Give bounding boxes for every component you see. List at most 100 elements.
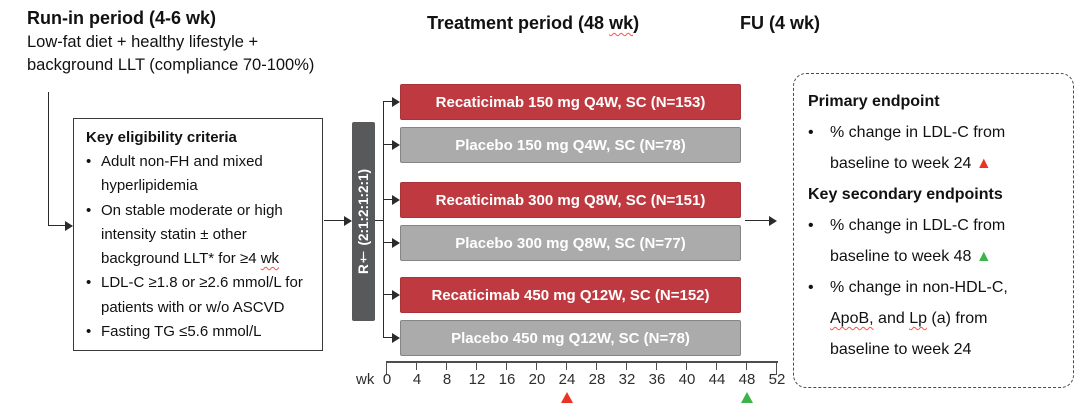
arm-placebo-300mg-q8w: Placebo 300 mg Q8W, SC (N=77) bbox=[400, 225, 741, 261]
axis-tick bbox=[416, 361, 418, 370]
endpoint-item: • % change in LDL-C from baseline to wee… bbox=[808, 117, 1063, 179]
timeline-axis-line bbox=[387, 361, 778, 363]
bullet-icon: • bbox=[808, 279, 814, 296]
endpoint-line: ApoB, and Lp (a) from bbox=[830, 303, 1063, 334]
bullet-icon: • bbox=[808, 217, 814, 234]
randomization-to-spine-line bbox=[375, 220, 384, 221]
axis-tick bbox=[686, 361, 688, 370]
axis-tick-label: 48 bbox=[738, 371, 756, 388]
branch-arrowhead-icon bbox=[392, 140, 400, 150]
text-segment: baseline to week 48 bbox=[830, 248, 976, 265]
triangle-marker-icon: ▲ bbox=[975, 155, 992, 172]
primary-endpoint-heading: Primary endpoint bbox=[808, 93, 940, 110]
axis-tick-label: 24 bbox=[558, 371, 576, 388]
axis-tick-label: 32 bbox=[618, 371, 636, 388]
text-segment: baseline to week 24 bbox=[830, 341, 972, 358]
bullet-icon: • bbox=[86, 323, 92, 341]
axis-tick bbox=[506, 361, 508, 370]
endpoint-line: baseline to week 48 ▲ bbox=[830, 241, 1063, 272]
arm-label: Recaticimab 150 mg Q4W, SC (N=153) bbox=[435, 93, 706, 111]
text-segment: ApoB, bbox=[830, 310, 874, 327]
bullet-icon: • bbox=[86, 274, 92, 292]
eligibility-bullet-item: • LDL-C ≥1.8 or ≥2.6 mmol/L for patients… bbox=[86, 271, 316, 320]
secondary-endpoints-heading: Key secondary endpoints bbox=[808, 186, 1003, 203]
arm-placebo-450mg-q12w: Placebo 450 mg Q12W, SC (N=78) bbox=[400, 320, 741, 356]
treatment-period-title: Treatment period (48 wk) bbox=[427, 13, 639, 34]
axis-tick bbox=[446, 361, 448, 370]
text-segment: ) bbox=[633, 13, 640, 33]
axis-tick bbox=[716, 361, 718, 370]
text-segment: wk bbox=[609, 13, 634, 33]
arm-label: Placebo 450 mg Q12W, SC (N=78) bbox=[451, 329, 690, 347]
runin-arrowhead-icon bbox=[65, 221, 73, 231]
randomization-ratio-label: R† (2:1:2:1:2:1) bbox=[356, 168, 371, 275]
timeline-unit-label: wk bbox=[356, 371, 375, 388]
runin-subtitle-line1: Low-fat diet + healthy lifestyle + bbox=[27, 33, 259, 51]
endpoints-box: Primary endpoint • % change in LDL-C fro… bbox=[793, 73, 1074, 388]
axis-tick-label: 28 bbox=[588, 371, 606, 388]
bullet-icon: • bbox=[808, 124, 814, 141]
branch-arrowhead-icon bbox=[392, 238, 400, 248]
endpoint-line: baseline to week 24 bbox=[830, 334, 1063, 365]
branch-arrowhead-icon bbox=[392, 97, 400, 107]
eligibility-bullet-item: • Fasting TG ≤5.6 mmol/L bbox=[86, 320, 316, 344]
arm-label: Recaticimab 450 mg Q12W, SC (N=152) bbox=[431, 286, 710, 304]
text-segment: % change in LDL-C from bbox=[830, 217, 1006, 234]
branch-line bbox=[383, 294, 393, 296]
branch-line bbox=[383, 101, 393, 103]
bullet-icon: • bbox=[86, 201, 92, 219]
axis-marker-week-48-icon bbox=[740, 392, 753, 403]
eligibility-bullet-item: • Adult non-FH and mixed hyperlipidemia bbox=[86, 150, 316, 199]
eligibility-title: Key eligibility criteria bbox=[86, 129, 237, 146]
text-segment: % change in LDL-C from bbox=[830, 124, 1006, 141]
endpoint-line: % change in LDL-C from bbox=[830, 117, 1063, 148]
eligibility-bullet-text: On stable moderate or high intensity sta… bbox=[101, 199, 316, 272]
axis-tick bbox=[386, 361, 388, 375]
endpoint-item: • % change in LDL-C from baseline to wee… bbox=[808, 210, 1063, 272]
endpoint-text: % change in LDL-C from baseline to week … bbox=[830, 210, 1063, 272]
axis-tick-label: 8 bbox=[442, 371, 452, 388]
branch-line bbox=[383, 144, 393, 146]
text-segment: wk bbox=[260, 250, 280, 268]
endpoint-text: % change in non-HDL-C, ApoB, and Lp (a) … bbox=[830, 272, 1063, 365]
branch-line bbox=[383, 242, 393, 244]
arm-recaticimab-300mg-q8w: Recaticimab 300 mg Q8W, SC (N=151) bbox=[400, 182, 741, 218]
axis-tick-label: 40 bbox=[678, 371, 696, 388]
axis-tick-label: 4 bbox=[412, 371, 422, 388]
eligibility-bullet-text: Adult non-FH and mixed hyperlipidemia bbox=[101, 150, 316, 199]
randomization-bar: R† (2:1:2:1:2:1) bbox=[352, 122, 375, 321]
axis-tick bbox=[746, 361, 748, 370]
text-segment: % change in non-HDL-C, bbox=[830, 279, 1008, 296]
axis-tick-label: 44 bbox=[708, 371, 726, 388]
branch-line bbox=[383, 337, 393, 339]
branch-spine-line bbox=[383, 101, 384, 338]
endpoint-line: baseline to week 24 ▲ bbox=[830, 148, 1063, 179]
axis-tick-label: 36 bbox=[648, 371, 666, 388]
axis-tick bbox=[596, 361, 598, 370]
axis-tick bbox=[656, 361, 658, 370]
branch-arrowhead-icon bbox=[392, 195, 400, 205]
runin-subtitle-line2: background LLT (compliance 70-100%) bbox=[27, 56, 315, 74]
eligibility-bullet-text: LDL-C ≥1.8 or ≥2.6 mmol/L for patients w… bbox=[101, 271, 316, 320]
axis-tick-label: 12 bbox=[468, 371, 486, 388]
arm-label: Placebo 300 mg Q8W, SC (N=77) bbox=[455, 234, 686, 252]
axis-tick bbox=[626, 361, 628, 370]
branch-arrowhead-icon bbox=[392, 290, 400, 300]
text-segment: LDL-C ≥1.8 or ≥2.6 mmol/L for patients w… bbox=[101, 274, 303, 316]
text-segment: Fasting TG ≤5.6 mmol/L bbox=[101, 323, 262, 341]
endpoint-line: % change in LDL-C from bbox=[830, 210, 1063, 241]
eligibility-bullet-item: • On stable moderate or high intensity s… bbox=[86, 199, 316, 272]
endpoint-item: • % change in non-HDL-C, ApoB, and Lp (a… bbox=[808, 272, 1063, 365]
arm-recaticimab-450mg-q12w: Recaticimab 450 mg Q12W, SC (N=152) bbox=[400, 277, 741, 313]
branch-line bbox=[383, 199, 393, 201]
text-segment: Adult non-FH and mixed hyperlipidemia bbox=[101, 153, 263, 195]
eligibility-to-randomization-line bbox=[324, 220, 346, 221]
arms-to-endpoints-line bbox=[745, 220, 771, 221]
bullet-icon: • bbox=[86, 153, 92, 170]
text-segment: On stable moderate or high intensity sta… bbox=[101, 201, 283, 268]
axis-tick-label: 16 bbox=[498, 371, 516, 388]
endpoint-text: % change in LDL-C from baseline to week … bbox=[830, 117, 1063, 179]
endpoint-line: % change in non-HDL-C, bbox=[830, 272, 1063, 303]
arm-recaticimab-150mg-q4w: Recaticimab 150 mg Q4W, SC (N=153) bbox=[400, 84, 741, 120]
